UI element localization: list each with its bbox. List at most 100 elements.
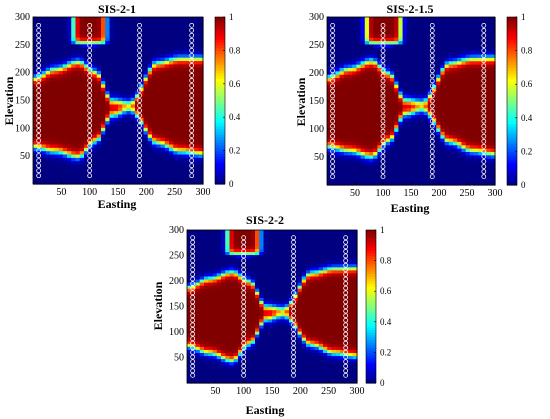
heatmap-cell [67, 27, 72, 31]
heatmap-cell [191, 275, 197, 280]
heatmap-cell [62, 33, 68, 38]
heatmap-cell [58, 113, 64, 118]
heatmap-cell [377, 107, 383, 112]
heatmap-cell [402, 74, 408, 79]
heatmap-cell [62, 140, 68, 145]
heatmap-cell [482, 124, 488, 129]
heatmap-cell [212, 355, 218, 360]
heatmap-cell [96, 133, 102, 138]
heatmap-cell [122, 73, 128, 78]
heatmap-cell [364, 178, 370, 183]
heatmap-cell [436, 17, 441, 21]
heatmap-cell [356, 57, 362, 62]
heatmap-cell [71, 147, 77, 152]
heatmap-cell [356, 164, 362, 169]
heatmap-cell [101, 37, 106, 41]
heatmap-cell [448, 114, 454, 119]
heatmap-cell [432, 131, 437, 136]
heatmap-cell [394, 134, 399, 139]
heatmap-cell [444, 47, 450, 52]
heatmap-cell [41, 150, 47, 155]
heatmap-cell [482, 104, 488, 109]
heatmap-cell [432, 27, 437, 32]
heatmap-cell [156, 70, 162, 75]
well-point [87, 98, 93, 103]
heatmap-cell [444, 80, 450, 85]
heatmap-cell [465, 17, 471, 21]
heatmap-cell [198, 113, 204, 118]
heatmap-cell [364, 97, 370, 102]
heatmap-cell [423, 117, 429, 122]
heatmap-cell [436, 131, 441, 136]
heatmap-cell [339, 47, 345, 52]
heatmap-cell [198, 177, 204, 182]
heatmap-cell [173, 123, 179, 128]
heatmap-cell [419, 87, 425, 92]
well-point [87, 108, 93, 113]
well-point [87, 153, 93, 159]
heatmap-cell [75, 37, 81, 41]
heatmap-cell [356, 158, 362, 163]
heatmap-cell [440, 90, 446, 95]
heatmap-cell [126, 33, 132, 38]
heatmap-cell [195, 355, 201, 360]
heatmap-cell [109, 173, 115, 178]
heatmap-cell [225, 337, 231, 341]
chart-title: SIS-2-2 [246, 213, 284, 227]
heatmap-cell [122, 30, 128, 35]
heatmap-cell [490, 40, 496, 45]
heatmap-cell [143, 143, 149, 148]
heatmap-cell [208, 364, 214, 369]
heatmap-cell [457, 40, 462, 45]
well-point [137, 103, 142, 108]
heatmap-cell [385, 104, 391, 109]
heatmap-cell [377, 53, 383, 58]
heatmap-cell [164, 137, 170, 142]
heatmap-cell [453, 181, 458, 186]
heatmap-cell [122, 97, 128, 102]
heatmap-cell [356, 124, 362, 129]
well-point [189, 68, 195, 73]
heatmap-cell [135, 57, 140, 62]
heatmap-cell [33, 53, 38, 58]
heatmap-cell [229, 275, 235, 280]
heatmap-cell [352, 137, 357, 142]
heatmap-cell [377, 47, 383, 52]
heatmap-cell [113, 123, 119, 128]
heatmap-cell [173, 150, 179, 155]
heatmap-cell [118, 43, 123, 48]
heatmap-cell [181, 180, 187, 185]
heatmap-cell [160, 177, 166, 182]
heatmap-cell [212, 282, 218, 286]
heatmap-cell [398, 90, 404, 95]
heatmap-cell [208, 343, 214, 347]
heatmap-cell [160, 163, 166, 168]
heatmap-cell [444, 134, 450, 139]
heatmap-cell [453, 43, 458, 48]
well-point [481, 78, 487, 84]
heatmap-cell [469, 70, 475, 75]
heatmap-cell [194, 33, 200, 38]
well-point [481, 33, 487, 38]
well-point [87, 78, 93, 83]
heatmap-cell [377, 144, 383, 149]
heatmap-cell [461, 50, 467, 55]
heatmap-cell [181, 147, 187, 152]
heatmap-cell [105, 30, 111, 35]
heatmap-cell [50, 177, 55, 182]
heatmap-cell [195, 282, 201, 286]
heatmap-cell [406, 33, 412, 38]
heatmap-cell [109, 53, 115, 58]
heatmap-cell [390, 17, 395, 21]
heatmap-cell [390, 141, 395, 146]
heatmap-cell [147, 137, 153, 142]
heatmap-cell [490, 121, 496, 126]
heatmap-cell [440, 168, 446, 173]
heatmap-cell [469, 67, 475, 72]
heatmap-cell [385, 127, 391, 132]
heatmap-cell [41, 163, 47, 168]
heatmap-cell [164, 60, 170, 65]
heatmap-cell [160, 20, 166, 25]
well-point [87, 128, 93, 133]
heatmap-cell [411, 94, 416, 99]
